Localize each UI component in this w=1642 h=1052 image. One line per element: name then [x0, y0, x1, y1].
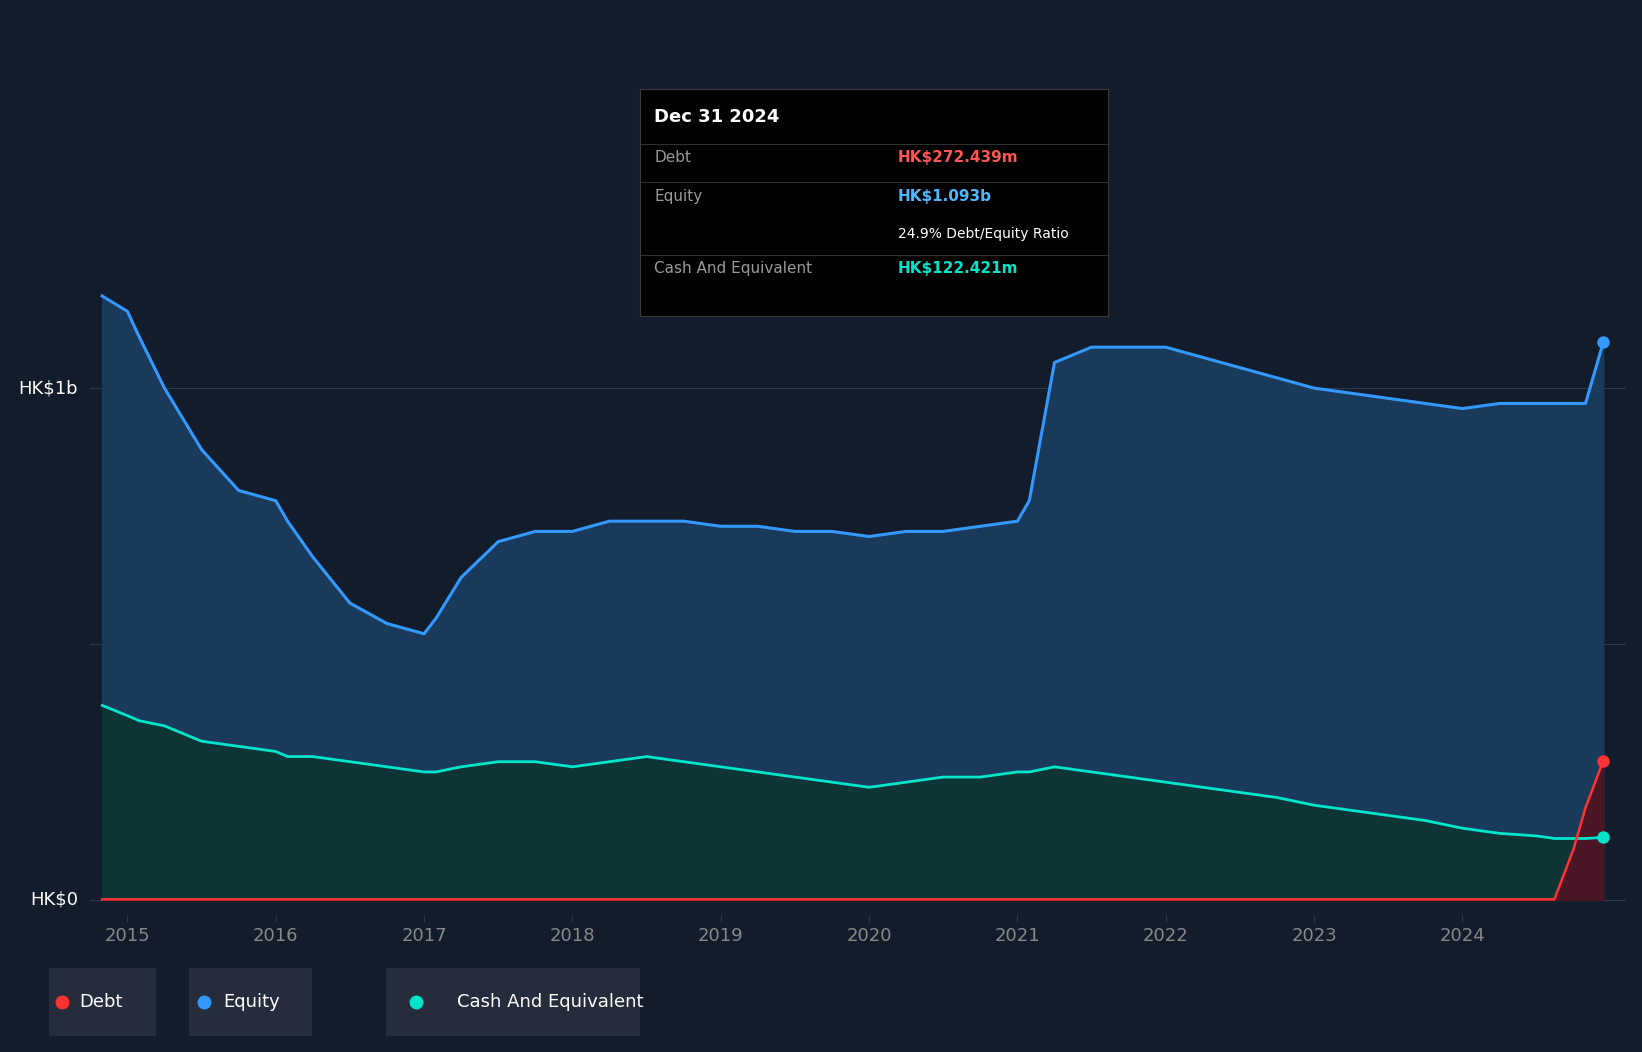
Text: 24.9% Debt/Equity Ratio: 24.9% Debt/Equity Ratio [898, 227, 1069, 241]
Text: Equity: Equity [223, 993, 281, 1011]
Text: Cash And Equivalent: Cash And Equivalent [456, 993, 644, 1011]
Text: HK$1b: HK$1b [18, 379, 79, 397]
Text: Debt: Debt [655, 150, 691, 165]
Text: HK$1.093b: HK$1.093b [898, 189, 992, 204]
Text: Debt: Debt [79, 993, 123, 1011]
Text: HK$122.421m: HK$122.421m [898, 261, 1018, 277]
Text: Dec 31 2024: Dec 31 2024 [655, 107, 780, 125]
Text: Cash And Equivalent: Cash And Equivalent [655, 261, 813, 277]
Text: HK$272.439m: HK$272.439m [898, 150, 1018, 165]
Text: HK$0: HK$0 [30, 891, 79, 909]
Text: Equity: Equity [655, 189, 703, 204]
